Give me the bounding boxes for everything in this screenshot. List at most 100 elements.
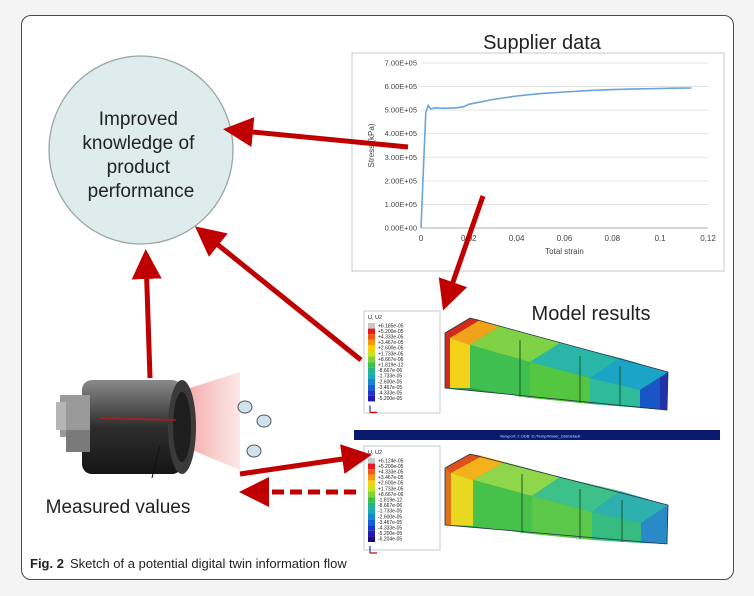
caption-text: Sketch of a potential digital twin infor… — [69, 556, 347, 571]
legend-value: +1.819e-12 — [378, 363, 404, 369]
legend-swatch — [368, 367, 375, 374]
legend-swatch — [368, 379, 375, 385]
legend-swatch — [368, 384, 375, 391]
legend-swatch — [368, 395, 375, 402]
legend-swatch — [368, 491, 375, 498]
fe-legend-bottom: U, U2 +6.124e-05+5.200e-05+4.333e-05+3.46… — [368, 450, 404, 554]
y-tick-label: 4.00E+05 — [385, 129, 417, 138]
y-tick-label: 0.00E+00 — [385, 224, 417, 233]
legend-value: -5.200e-05 — [378, 531, 402, 537]
legend-value: -3.467e-05 — [378, 385, 402, 391]
legend-swatch — [368, 463, 375, 470]
y-tick-label: 7.00E+05 — [385, 59, 417, 68]
supplier-chart: 0.00E+00 1.00E+05 2.00E+05 3.00E+05 4.00E+05… — [367, 59, 716, 257]
legend-value: -1.733e-05 — [378, 509, 402, 515]
legend-swatch — [368, 502, 375, 509]
legend-value: +3.467e-05 — [378, 340, 404, 346]
x-tick-label: 0.1 — [655, 234, 667, 243]
legend-swatch — [368, 536, 375, 542]
arrow-supplier-to-model — [438, 195, 486, 311]
legend-swatch — [368, 356, 375, 363]
legend-value: +6.185e-05 — [378, 323, 404, 329]
legend-swatch — [368, 514, 375, 520]
legend-swatch — [368, 334, 375, 340]
model-title: Model results — [532, 303, 651, 325]
legend-value: +2.600e-05 — [378, 481, 404, 487]
x-axis-label: Total strain — [545, 247, 584, 256]
legend-swatch — [368, 458, 375, 464]
legend-swatch — [368, 323, 375, 329]
sensor-camera — [56, 372, 240, 479]
legend-value: -4.333e-05 — [378, 391, 402, 397]
legend-swatch — [368, 351, 375, 357]
legend-value: -2.600e-05 — [378, 514, 402, 520]
x-tick-label: 0.12 — [700, 234, 716, 243]
x-tick-label: 0.06 — [557, 234, 573, 243]
fe-model-top — [444, 317, 669, 411]
legend-swatch — [368, 497, 375, 503]
y-tick-label: 2.00E+05 — [385, 176, 417, 185]
viewport-bar — [354, 430, 720, 440]
legend-value: +6.124e-05 — [378, 458, 404, 464]
legend-swatch — [368, 508, 375, 514]
legend-swatch — [368, 390, 375, 396]
y-tick-label: 5.00E+05 — [385, 106, 417, 115]
fe-model-bottom — [444, 453, 669, 545]
legend-value: -1.733e-05 — [378, 374, 402, 380]
legend-swatch — [368, 530, 375, 537]
legend-swatch — [368, 486, 375, 492]
legend-swatch — [368, 474, 375, 481]
y-tick-label: 6.00E+05 — [385, 82, 417, 91]
y-tick-label: 1.00E+05 — [385, 200, 417, 209]
legend-value: -8.667e-06 — [378, 503, 402, 509]
legend-swatch — [368, 373, 375, 379]
fe-legend-top: U, U2 +6.185e-05+5.200e-05+4.333e-05+3.46… — [368, 315, 404, 413]
legend-value: -3.467e-05 — [378, 520, 402, 526]
knowledge-circle — [48, 55, 234, 245]
legend-value: +5.200e-05 — [378, 464, 404, 470]
legend-value: +8.667e-06 — [378, 492, 404, 498]
arrow-model-to-knowledge — [194, 226, 363, 362]
legend-value: -5.200e-05 — [378, 396, 402, 402]
legend-value: +2.600e-05 — [378, 346, 404, 352]
legend-value: +1.733e-05 — [378, 351, 404, 357]
arrow-supplier-to-knowledge — [223, 117, 409, 150]
x-tick-label: 0 — [419, 234, 424, 243]
arrow-measured-to-knowledge — [131, 249, 162, 379]
legend-swatch — [368, 525, 375, 531]
circle-line-4: performance — [88, 181, 195, 202]
measured-values-label: Measured values — [46, 497, 191, 518]
legend-value: +5.200e-05 — [378, 329, 404, 335]
circle-line-3: product — [107, 157, 171, 178]
legend-value: -2.600e-05 — [378, 379, 402, 385]
y-tick-label: 3.00E+05 — [385, 153, 417, 162]
fe-legend-top-panel — [363, 310, 441, 414]
circle-line-1: Improved — [99, 109, 178, 130]
legend-header: U, U2 — [368, 315, 382, 321]
caption-label: Fig. 2 — [30, 556, 64, 571]
legend-swatch — [368, 519, 375, 526]
arrow-measured-to-model — [239, 444, 372, 477]
legend-swatch — [368, 469, 375, 475]
legend-value: +4.333e-05 — [378, 335, 404, 341]
legend-value: +1.733e-05 — [378, 486, 404, 492]
viewport-bar-text: Viewport: 2 ODB: D:/Temp/Model_2dd/defau… — [500, 434, 582, 439]
measured-particles — [237, 400, 272, 458]
legend-value: +8.667e-06 — [378, 357, 404, 363]
legend-value: -4.333e-05 — [378, 526, 402, 532]
x-tick-label: 0.08 — [605, 234, 621, 243]
legend-value: -1.819e-12 — [378, 498, 402, 504]
stress-strain-line — [420, 87, 692, 229]
legend-swatch — [368, 362, 375, 368]
supplier-chart-panel — [351, 52, 725, 272]
legend-value: +4.333e-05 — [378, 470, 404, 476]
fe-legend-bottom-panel — [363, 445, 441, 551]
legend-swatch — [368, 480, 375, 486]
legend-value: +3.467e-05 — [378, 475, 404, 481]
legend-swatch — [368, 339, 375, 346]
legend-value: -8.667e-06 — [378, 368, 402, 374]
x-tick-label: 0.04 — [509, 234, 525, 243]
legend-swatch — [368, 345, 375, 351]
legend-value: -6.204e-05 — [378, 537, 402, 543]
